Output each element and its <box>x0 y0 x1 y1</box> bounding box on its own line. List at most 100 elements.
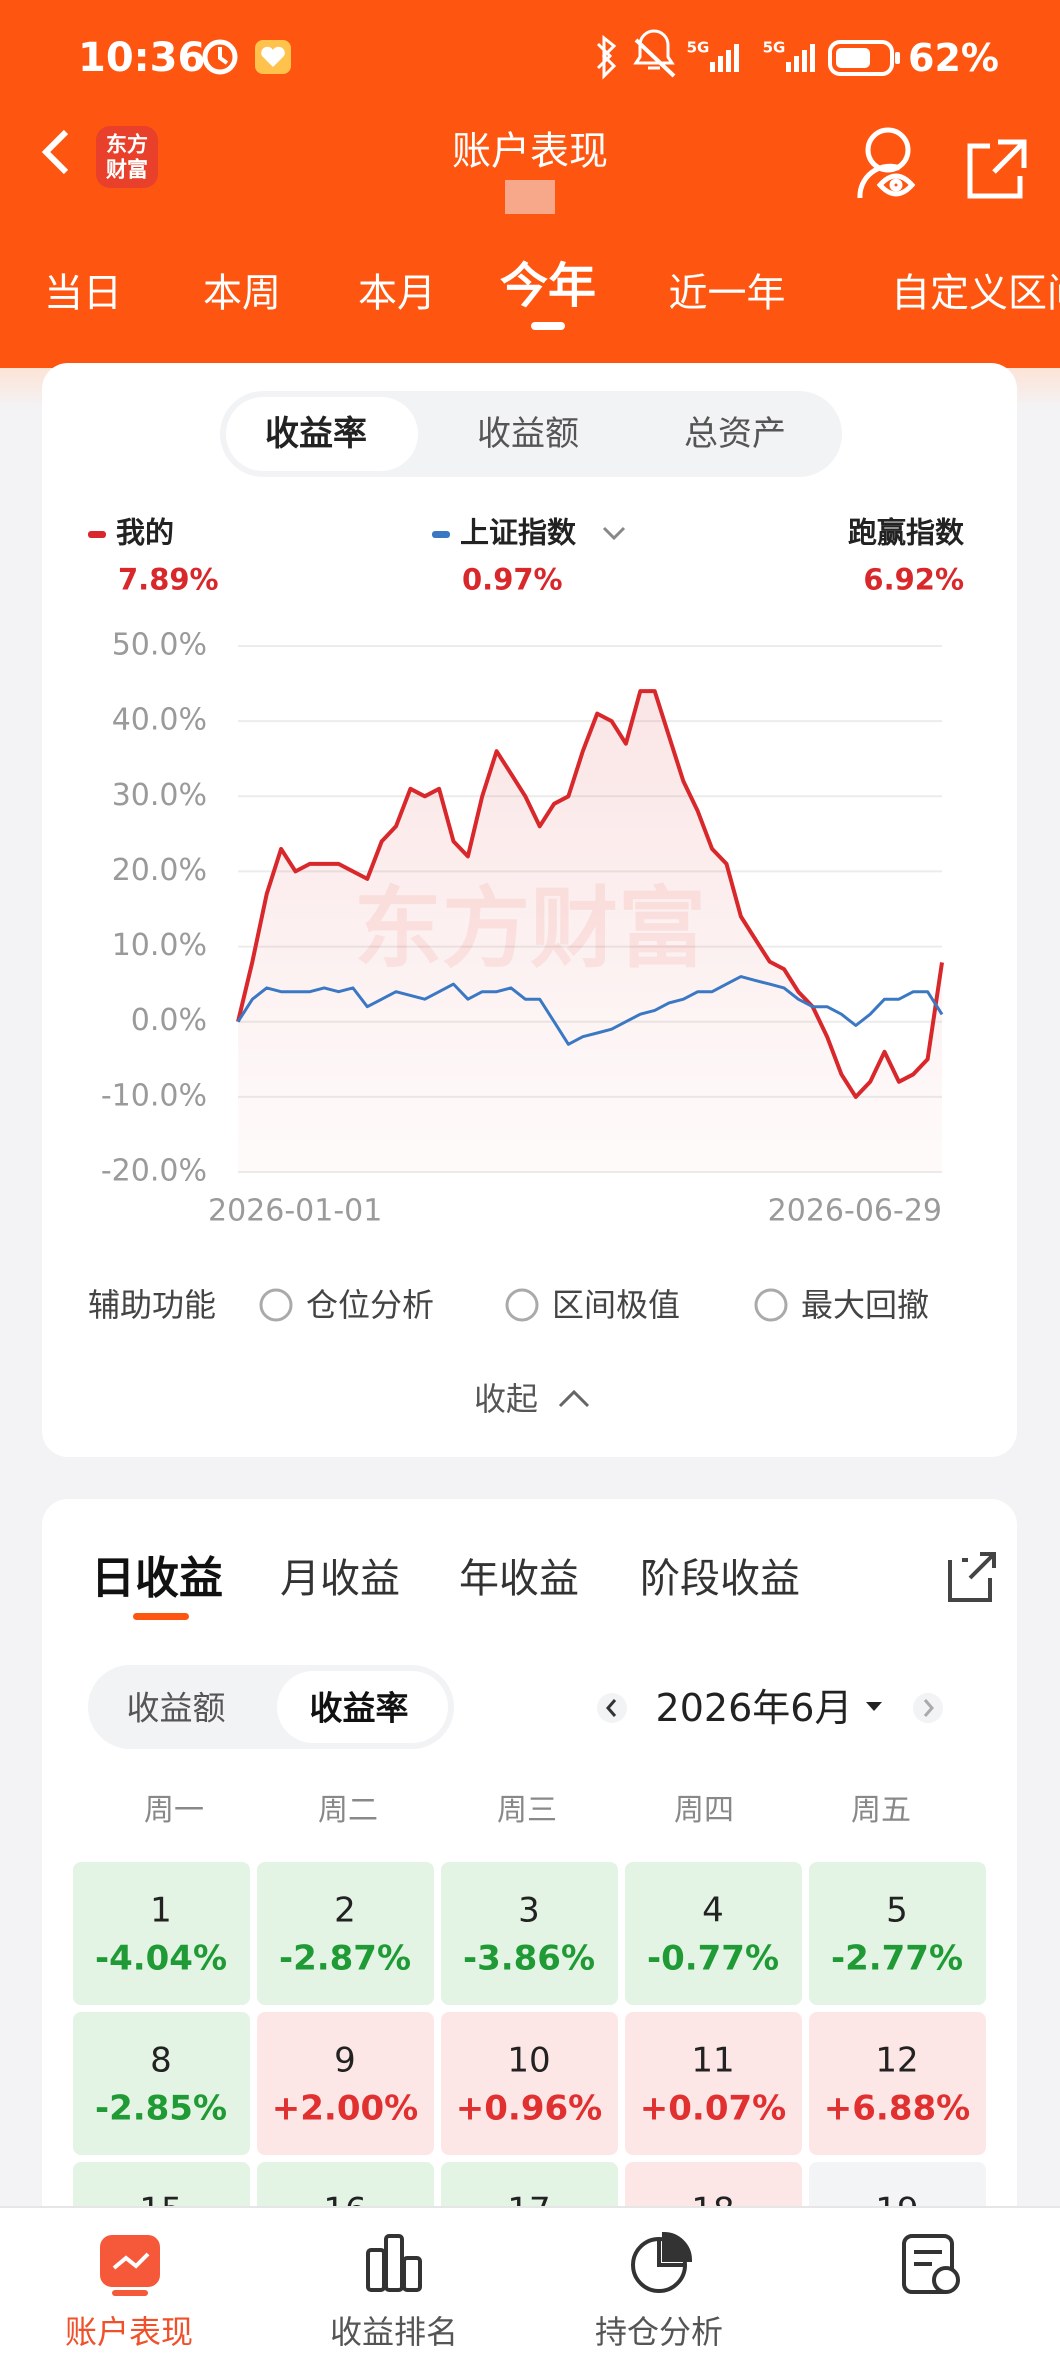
logo-text: 财富 <box>106 157 148 182</box>
calendar-cell <box>73 1862 250 2005</box>
tool-option[interactable]: 仓位分析 <box>306 1286 435 1324</box>
prev-arrow <box>606 1699 617 1717</box>
metric-tab[interactable]: 收益额 <box>477 414 579 454</box>
y-tick-label: -20.0% <box>101 1154 207 1189</box>
calendar-cell <box>257 2012 434 2155</box>
collapse-button[interactable]: 收起 <box>473 1380 538 1418</box>
tools-label: 辅助功能 <box>88 1286 217 1324</box>
metric-tab[interactable]: 总资产 <box>684 414 786 454</box>
returns-toggle[interactable]: 收益率 <box>309 1688 409 1728</box>
tab-indicator <box>531 322 565 330</box>
cell-day: 3 <box>518 1891 540 1931</box>
next-month[interactable] <box>913 1693 943 1723</box>
status-icons <box>202 29 900 80</box>
calendar-cell <box>809 2012 986 2155</box>
calendar-cell <box>257 1862 434 2005</box>
calendar-cell <box>441 2012 618 2155</box>
period-tab[interactable]: 当日 <box>43 271 123 317</box>
radio <box>505 1288 539 1322</box>
cell-day: 11 <box>691 2041 734 2081</box>
tool-option[interactable]: 区间极值 <box>552 1286 681 1324</box>
tab-underline <box>133 1613 189 1620</box>
x-tick-label: 2026-01-01 <box>208 1194 382 1229</box>
month-picker[interactable]: 2026年6月 <box>655 1686 853 1730</box>
calendar-cell <box>73 2012 250 2155</box>
period-tab[interactable]: 自定义区间 <box>890 271 1060 317</box>
returns-tab[interactable]: 年收益 <box>459 1556 579 1602</box>
cell-change: +2.00% <box>272 2089 418 2129</box>
y-tick-label: 10.0% <box>112 928 207 963</box>
tool-option[interactable]: 最大回撤 <box>801 1286 930 1324</box>
weekday: 周四 <box>674 1793 734 1828</box>
y-tick-label: -10.0% <box>101 1078 207 1113</box>
calendar-cell <box>625 2012 802 2155</box>
legend-value: 6.92% <box>863 562 964 597</box>
period-tab[interactable]: 本月 <box>357 271 437 317</box>
segment-active <box>226 397 418 471</box>
network-label: 5G <box>686 38 710 57</box>
nav-item[interactable]: 账户表现 <box>64 2313 194 2351</box>
y-tick-label: 0.0% <box>131 1003 207 1038</box>
radio <box>754 1288 788 1322</box>
legend-swatch <box>88 531 106 538</box>
calendar-cell <box>441 1862 618 2005</box>
cell-change: +6.88% <box>824 2089 970 2129</box>
collapse-icon <box>558 1389 590 1408</box>
series-line <box>236 689 944 1099</box>
returns-tab[interactable]: 月收益 <box>280 1556 400 1602</box>
cell-day: 12 <box>875 2041 918 2081</box>
battery-level: 62% <box>908 36 999 80</box>
returns-tab[interactable]: 阶段收益 <box>640 1556 800 1602</box>
legend-swatch <box>432 531 450 538</box>
y-tick-label: 40.0% <box>112 703 207 738</box>
bottom-nav <box>0 2207 1060 2376</box>
month-caret <box>866 1702 882 1711</box>
cell-day: 2 <box>334 1891 356 1931</box>
metric-tab[interactable]: 收益率 <box>265 414 367 454</box>
cell-change: -4.04% <box>95 1939 227 1979</box>
cell-change: -2.85% <box>95 2089 227 2129</box>
radio <box>259 1288 293 1322</box>
user-icon <box>857 127 916 199</box>
status-time: 10:36 <box>78 35 206 81</box>
page-title: 账户表现 <box>451 129 609 175</box>
legend-value: 7.89% <box>118 562 219 597</box>
series-line <box>236 975 944 1046</box>
prev-month[interactable] <box>597 1693 627 1723</box>
weekday: 周三 <box>497 1793 557 1828</box>
y-tick-label: 30.0% <box>112 778 207 813</box>
blurred-account <box>505 180 555 214</box>
back-icon <box>41 129 69 175</box>
chart: 50.0% 40.0% 30.0% 20.0% 10.0% 0.0% -10.0% -20.0… <box>101 628 944 1229</box>
period-tab[interactable]: 今年 <box>499 258 597 314</box>
cell-change: -2.77% <box>831 1939 963 1979</box>
nav-icon-more <box>902 2234 960 2294</box>
nav-item[interactable]: 收益排名 <box>329 2313 459 2351</box>
cell-day: 8 <box>150 2041 172 2081</box>
cell-day: 9 <box>334 2041 356 2081</box>
y-tick-label: 20.0% <box>112 853 207 888</box>
export-icon <box>948 1552 996 1602</box>
share-icon <box>967 139 1027 199</box>
network-label: 5G <box>762 38 786 57</box>
nav-item[interactable]: 持仓分析 <box>594 2313 724 2351</box>
nav-icon-holdings <box>631 2231 693 2293</box>
logo <box>96 126 158 188</box>
period-tab[interactable]: 近一年 <box>668 271 786 317</box>
returns-toggle[interactable]: 收益额 <box>126 1688 226 1728</box>
cell-day: 4 <box>702 1891 724 1931</box>
next-arrow <box>923 1699 934 1717</box>
cell-change: +0.07% <box>640 2089 786 2129</box>
series-area <box>238 691 942 1172</box>
calendar-cell <box>809 1862 986 2005</box>
cell-day: 5 <box>886 1891 908 1931</box>
legend-label: 跑赢指数 <box>847 515 964 550</box>
cell-change: +0.96% <box>456 2089 602 2129</box>
returns-tab[interactable]: 日收益 <box>91 1553 223 1604</box>
cell-day: 10 <box>507 2041 550 2081</box>
x-tick-label: 2026-06-29 <box>768 1194 942 1229</box>
period-tab[interactable]: 本周 <box>202 271 282 317</box>
legend-label: 我的 <box>116 515 175 550</box>
